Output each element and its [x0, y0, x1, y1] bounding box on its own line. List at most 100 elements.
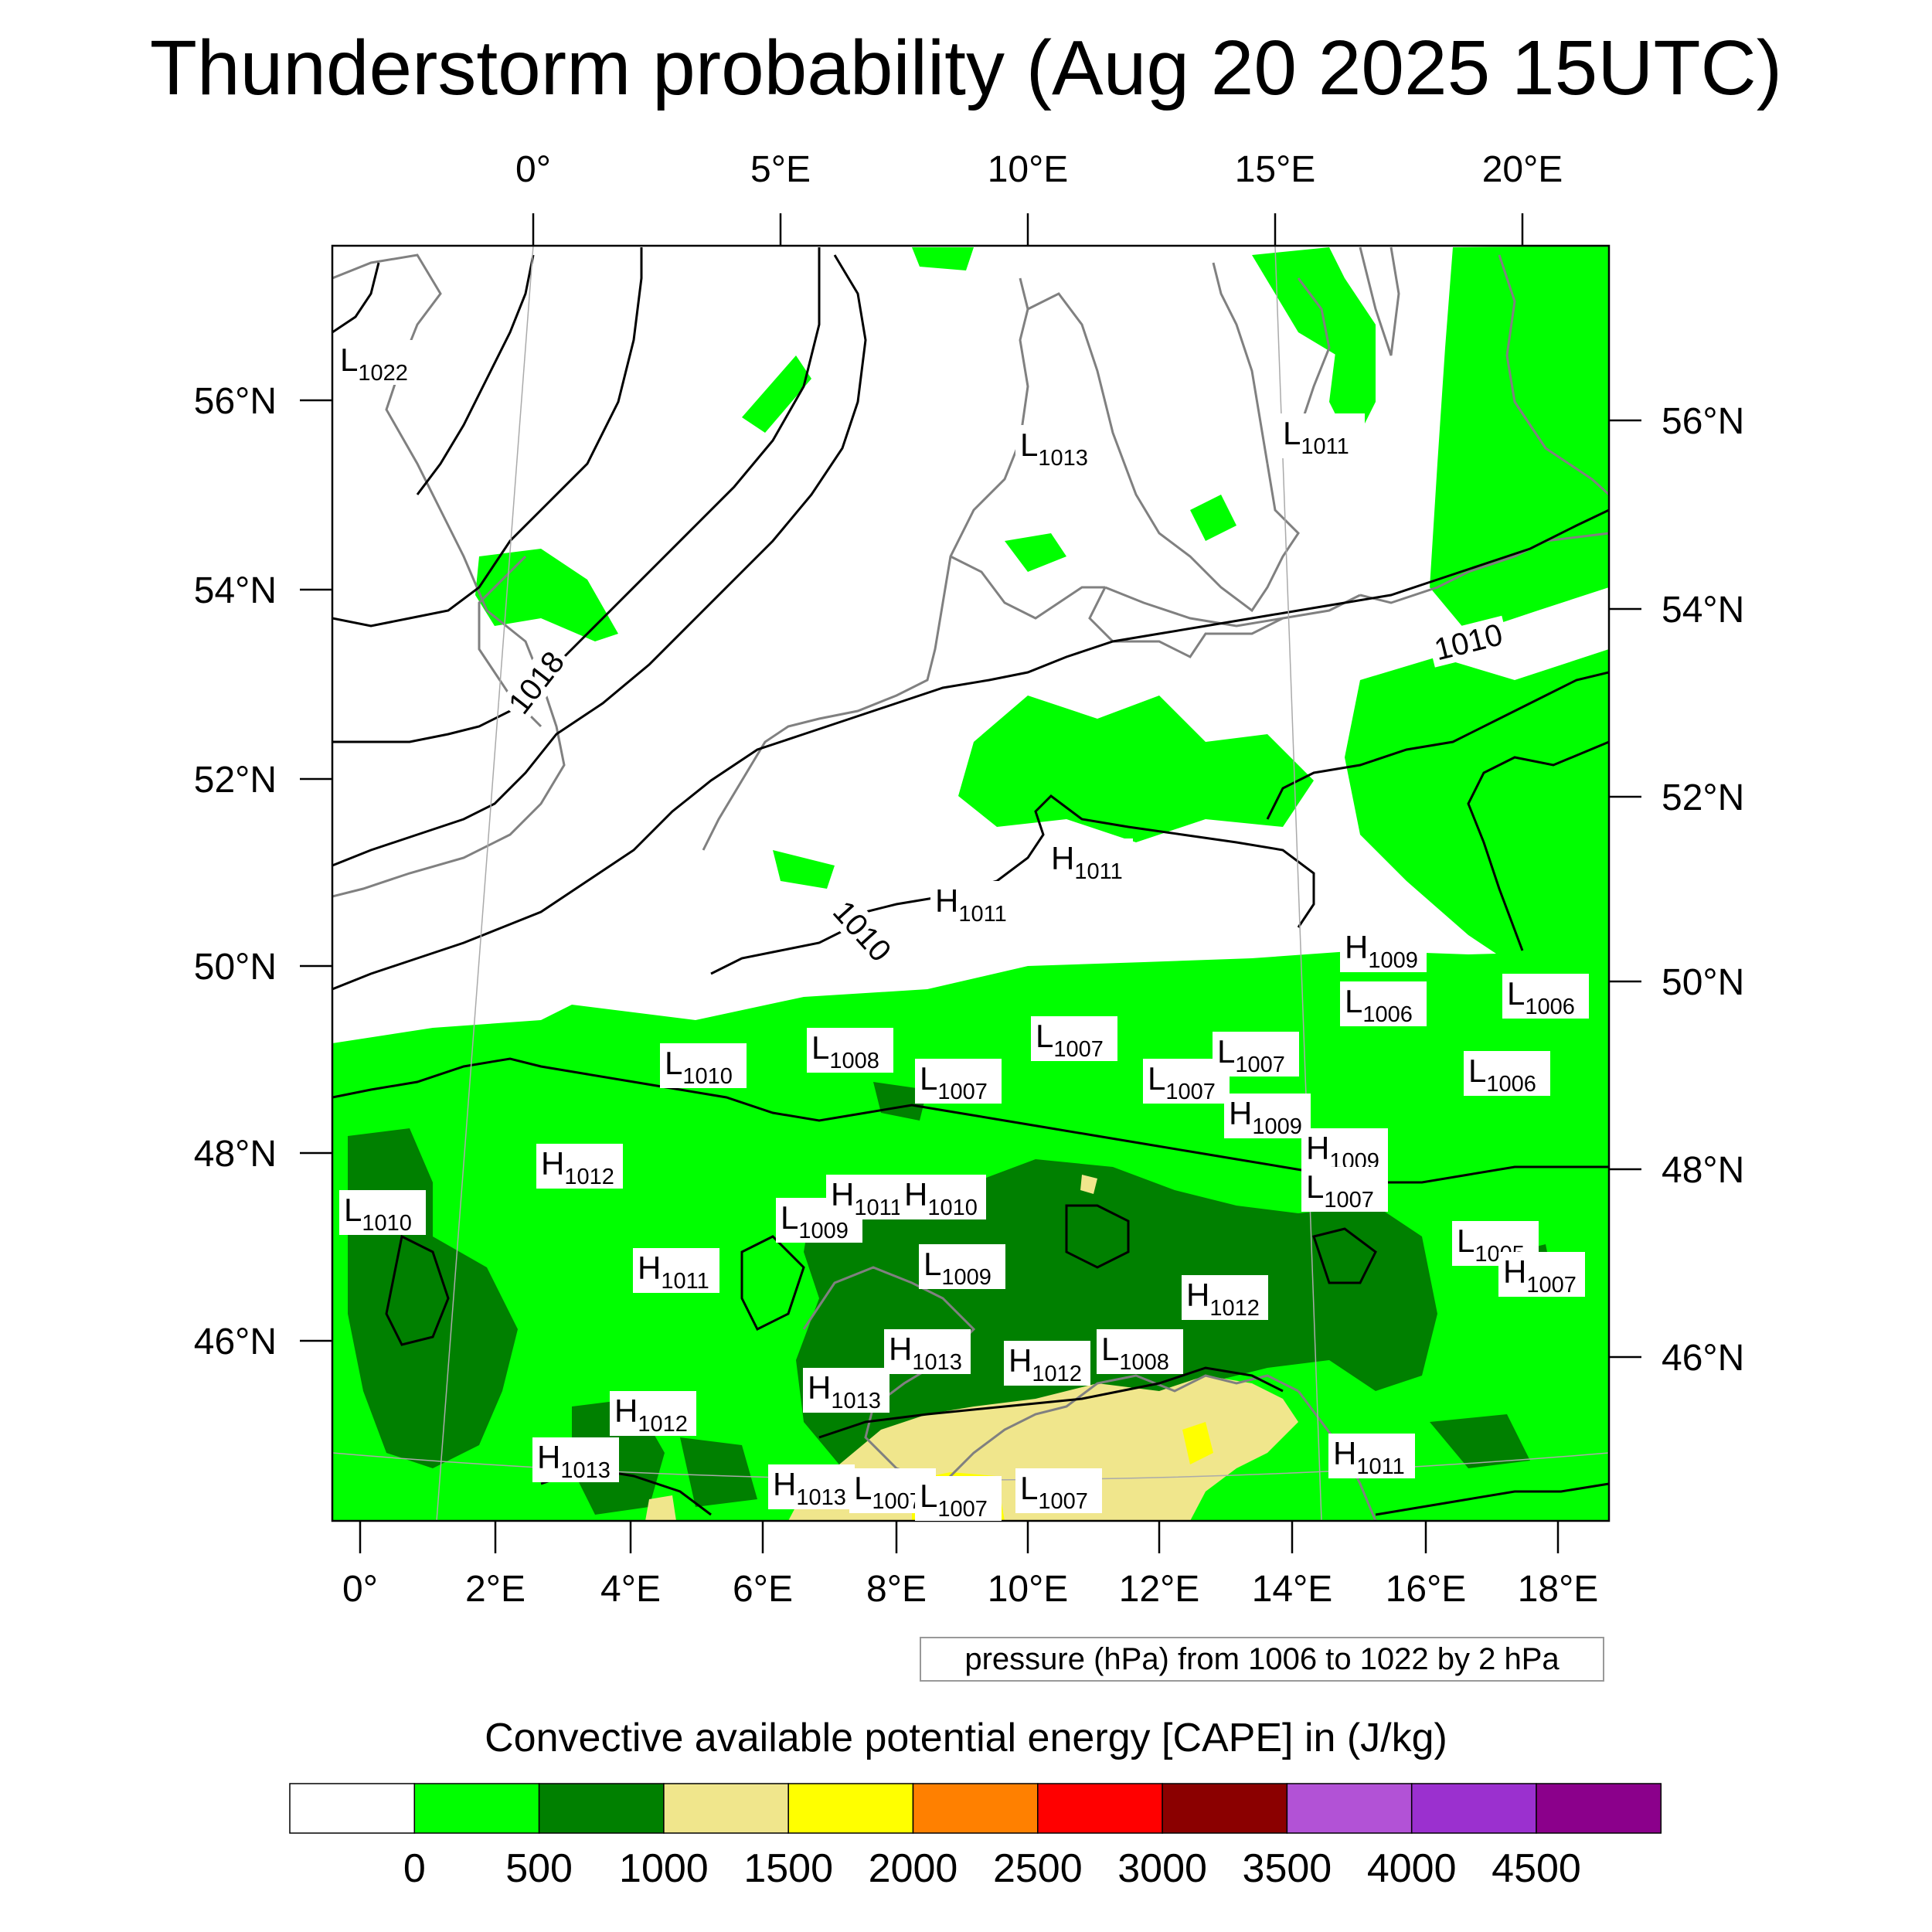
low-pressure-label: L1009 — [776, 1198, 862, 1243]
low-pressure-label: L1008 — [807, 1028, 893, 1073]
svg-text:H1013: H1013 — [808, 1369, 881, 1413]
right-lat-label: 54°N — [1662, 590, 1744, 631]
low-pressure-label: L1010 — [339, 1190, 426, 1236]
bottom-lon-label: 14°E — [1252, 1569, 1333, 1610]
bottom-lon-label: 16°E — [1386, 1569, 1467, 1610]
low-pressure-label: L1007 — [1031, 1016, 1117, 1062]
isobars — [332, 247, 1609, 1516]
right-lat-label: 50°N — [1662, 962, 1744, 1003]
bottom-longitude-labels: 0° 2°E 4°E 6°E 8°E 10°E 12°E 14°E 16°E 1… — [342, 1569, 1598, 1610]
bottom-lon-label: 2°E — [465, 1569, 526, 1610]
svg-text:L1007: L1007 — [1020, 1470, 1088, 1514]
left-lat-label: 54°N — [194, 570, 277, 611]
svg-text:H1011: H1011 — [638, 1250, 709, 1294]
right-lat-label: 56°N — [1662, 401, 1744, 442]
colorbar-swatch — [1410, 1783, 1537, 1834]
right-latitude-labels: 56°N 54°N 52°N 50°N 48°N 46°N — [1662, 401, 1744, 1379]
svg-text:H1011: H1011 — [1051, 840, 1123, 884]
right-lat-label: 46°N — [1662, 1338, 1744, 1379]
colorbar-tick-label: 3000 — [1117, 1846, 1207, 1891]
colorbar-swatch — [413, 1783, 540, 1834]
svg-text:H1007: H1007 — [1503, 1253, 1577, 1298]
colorbar-swatch — [289, 1783, 416, 1834]
colorbar-swatch — [663, 1783, 789, 1834]
high-pressure-label: H1013 — [532, 1437, 619, 1483]
right-lat-label: 48°N — [1662, 1150, 1744, 1191]
svg-text:H1011: H1011 — [831, 1176, 903, 1220]
high-pressure-label: H1011 — [826, 1175, 913, 1220]
low-pressure-label: L1007 — [1301, 1167, 1388, 1213]
high-pressure-label: H1011 — [930, 881, 1017, 927]
colorbar-tick-label: 2500 — [993, 1846, 1083, 1891]
svg-text:L1006: L1006 — [1468, 1053, 1536, 1097]
colorbar-ticks: 0 500 1000 1500 2000 2500 3000 3500 4000 4500 — [403, 1846, 1581, 1891]
colorbar-swatches — [289, 1783, 1662, 1834]
low-pressure-label: L1009 — [919, 1244, 1005, 1290]
svg-text:L1008: L1008 — [811, 1029, 879, 1073]
svg-text:L1013: L1013 — [1020, 427, 1088, 471]
left-latitude-labels: 56°N 54°N 52°N 50°N 48°N 46°N — [194, 381, 277, 1362]
bottom-lon-label: 8°E — [866, 1569, 927, 1610]
high-pressure-label: H1013 — [768, 1464, 855, 1510]
high-pressure-label: H1007 — [1498, 1252, 1585, 1298]
left-lat-label: 52°N — [194, 760, 277, 801]
svg-text:H1012: H1012 — [1009, 1342, 1082, 1386]
colorbar-tick-label: 1000 — [619, 1846, 709, 1891]
high-pressure-label: H1012 — [1182, 1275, 1268, 1321]
svg-text:L1006: L1006 — [1507, 975, 1575, 1019]
svg-text:L1007: L1007 — [854, 1470, 922, 1514]
top-lon-label: 5°E — [750, 149, 811, 190]
svg-text:H1012: H1012 — [541, 1145, 614, 1189]
low-pressure-label: L1010 — [660, 1043, 747, 1089]
high-pressure-label: H1011 — [1328, 1434, 1415, 1479]
left-lat-label: 48°N — [194, 1134, 277, 1175]
svg-text:L1007: L1007 — [1148, 1060, 1216, 1104]
high-pressure-label: H1010 — [900, 1175, 986, 1220]
coastlines — [332, 247, 1609, 1521]
bottom-lon-label: 4°E — [600, 1569, 661, 1610]
high-pressure-label: H1012 — [610, 1391, 696, 1437]
svg-text:L1007: L1007 — [920, 1060, 988, 1104]
svg-text:L1007: L1007 — [1036, 1018, 1104, 1062]
axis-ticks — [300, 213, 1641, 1553]
low-pressure-label: L1007 — [915, 1476, 1002, 1522]
svg-text:H1011: H1011 — [935, 883, 1007, 927]
svg-text:L1011: L1011 — [1283, 415, 1349, 459]
low-pressure-label: L1007 — [1213, 1032, 1299, 1077]
colorbar: 0 500 1000 1500 2000 2500 3000 3500 4000 4500 — [289, 1783, 1662, 1891]
svg-text:L1009: L1009 — [923, 1246, 992, 1290]
high-pressure-label: H1011 — [1046, 838, 1133, 884]
chart-title: Thunderstorm probability (Aug 20 2025 15… — [149, 25, 1783, 111]
svg-text:H1009: H1009 — [1345, 929, 1418, 973]
svg-text:H1011: H1011 — [1333, 1435, 1405, 1479]
low-pressure-label: L1008 — [1097, 1329, 1183, 1375]
svg-text:L1007: L1007 — [920, 1478, 988, 1522]
svg-text:H1013: H1013 — [889, 1331, 962, 1375]
colorbar-swatch — [787, 1783, 914, 1834]
svg-text:L1010: L1010 — [344, 1192, 412, 1236]
svg-text:L1007: L1007 — [1306, 1168, 1374, 1213]
top-longitude-labels: 0° 5°E 10°E 15°E 20°E — [515, 149, 1563, 190]
colorbar-swatch — [1162, 1783, 1288, 1834]
bottom-lon-label: 18°E — [1518, 1569, 1599, 1610]
low-pressure-label: L1006 — [1464, 1051, 1550, 1097]
low-pressure-label: L1007 — [1143, 1059, 1230, 1104]
bottom-lon-label: 12°E — [1119, 1569, 1200, 1610]
left-lat-label: 56°N — [194, 381, 277, 422]
svg-text:H1012: H1012 — [1186, 1277, 1260, 1321]
low-pressure-label: L1007 — [849, 1468, 936, 1514]
high-pressure-label: H1009 — [1301, 1128, 1388, 1174]
bottom-lon-label: 10°E — [988, 1569, 1069, 1610]
high-pressure-label: H1009 — [1224, 1094, 1311, 1139]
svg-text:L1008: L1008 — [1101, 1331, 1169, 1375]
svg-text:L1007: L1007 — [1217, 1033, 1285, 1077]
left-lat-label: 46°N — [194, 1321, 277, 1362]
colorbar-swatch — [538, 1783, 665, 1834]
colorbar-swatch — [1286, 1783, 1413, 1834]
colorbar-tick-label: 0 — [403, 1846, 426, 1891]
low-pressure-label: L1022 — [335, 340, 422, 386]
low-pressure-label: L1011 — [1278, 413, 1365, 459]
colorbar-tick-label: 500 — [505, 1846, 573, 1891]
low-pressure-label: L1006 — [1502, 974, 1589, 1019]
